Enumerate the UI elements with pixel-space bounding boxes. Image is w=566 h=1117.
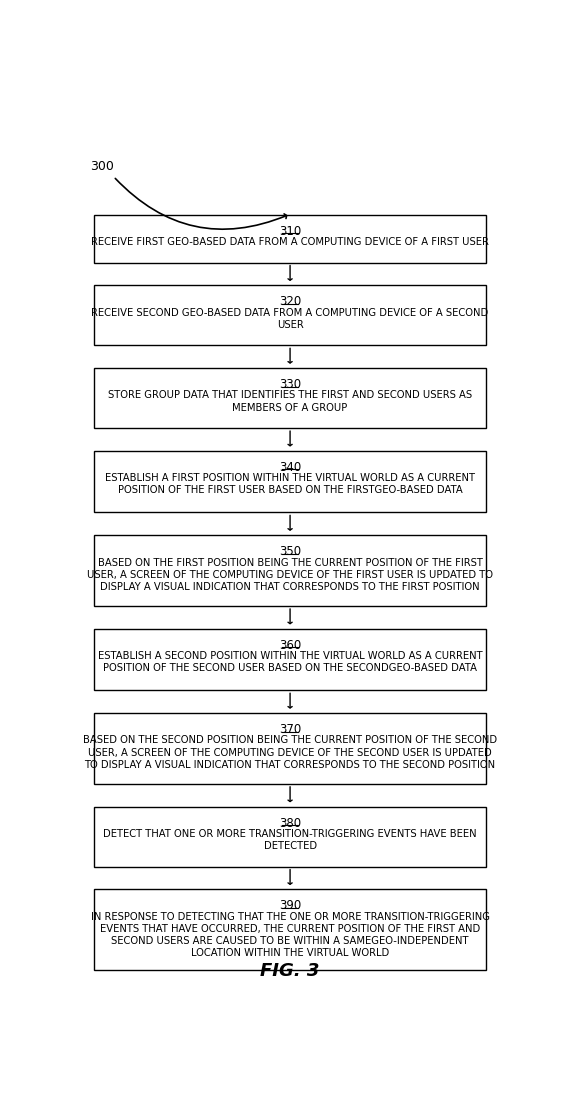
Bar xyxy=(94,369,486,428)
Text: 300: 300 xyxy=(90,160,114,172)
Bar xyxy=(94,285,486,345)
Text: USER, A SCREEN OF THE COMPUTING DEVICE OF THE SECOND USER IS UPDATED: USER, A SCREEN OF THE COMPUTING DEVICE O… xyxy=(88,747,492,757)
Text: BASED ON THE FIRST POSITION BEING THE CURRENT POSITION OF THE FIRST: BASED ON THE FIRST POSITION BEING THE CU… xyxy=(98,557,482,567)
Bar xyxy=(94,451,486,513)
Text: LOCATION WITHIN THE VIRTUAL WORLD: LOCATION WITHIN THE VIRTUAL WORLD xyxy=(191,948,389,958)
Text: 330: 330 xyxy=(279,379,301,391)
Text: POSITION OF THE SECOND USER BASED ON THE SECONDGEO-BASED DATA: POSITION OF THE SECOND USER BASED ON THE… xyxy=(103,663,477,674)
Text: STORE GROUP DATA THAT IDENTIFIES THE FIRST AND SECOND USERS AS: STORE GROUP DATA THAT IDENTIFIES THE FIR… xyxy=(108,391,472,401)
Text: 360: 360 xyxy=(279,639,301,652)
Text: TO DISPLAY A VISUAL INDICATION THAT CORRESPONDS TO THE SECOND POSITION: TO DISPLAY A VISUAL INDICATION THAT CORR… xyxy=(84,760,496,770)
Text: IN RESPONSE TO DETECTING THAT THE ONE OR MORE TRANSITION-TRIGGERING: IN RESPONSE TO DETECTING THAT THE ONE OR… xyxy=(91,911,490,922)
Text: DETECTED: DETECTED xyxy=(264,841,316,851)
Text: ESTABLISH A SECOND POSITION WITHIN THE VIRTUAL WORLD AS A CURRENT: ESTABLISH A SECOND POSITION WITHIN THE V… xyxy=(98,651,482,661)
Bar xyxy=(94,535,486,607)
Text: 320: 320 xyxy=(279,295,301,308)
Text: FIG. 3: FIG. 3 xyxy=(260,962,320,980)
Text: POSITION OF THE FIRST USER BASED ON THE FIRSTGEO-BASED DATA: POSITION OF THE FIRST USER BASED ON THE … xyxy=(118,486,462,496)
Bar xyxy=(94,713,486,784)
Text: EVENTS THAT HAVE OCCURRED, THE CURRENT POSITION OF THE FIRST AND: EVENTS THAT HAVE OCCURRED, THE CURRENT P… xyxy=(100,924,480,934)
Text: SECOND USERS ARE CAUSED TO BE WITHIN A SAMEGEO-INDEPENDENT: SECOND USERS ARE CAUSED TO BE WITHIN A S… xyxy=(112,936,469,946)
Text: USER: USER xyxy=(277,319,303,330)
Text: DETECT THAT ONE OR MORE TRANSITION-TRIGGERING EVENTS HAVE BEEN: DETECT THAT ONE OR MORE TRANSITION-TRIGG… xyxy=(103,829,477,839)
Bar xyxy=(94,806,486,867)
Text: 310: 310 xyxy=(279,225,301,238)
Text: 340: 340 xyxy=(279,461,301,474)
Text: MEMBERS OF A GROUP: MEMBERS OF A GROUP xyxy=(233,402,348,412)
Text: RECEIVE FIRST GEO-BASED DATA FROM A COMPUTING DEVICE OF A FIRST USER: RECEIVE FIRST GEO-BASED DATA FROM A COMP… xyxy=(91,237,489,247)
Text: DISPLAY A VISUAL INDICATION THAT CORRESPONDS TO THE FIRST POSITION: DISPLAY A VISUAL INDICATION THAT CORRESP… xyxy=(100,582,480,592)
Bar xyxy=(94,889,486,971)
Text: 390: 390 xyxy=(279,899,301,913)
Text: ESTABLISH A FIRST POSITION WITHIN THE VIRTUAL WORLD AS A CURRENT: ESTABLISH A FIRST POSITION WITHIN THE VI… xyxy=(105,474,475,484)
Text: USER, A SCREEN OF THE COMPUTING DEVICE OF THE FIRST USER IS UPDATED TO: USER, A SCREEN OF THE COMPUTING DEVICE O… xyxy=(87,570,493,580)
Text: 380: 380 xyxy=(279,817,301,830)
Bar xyxy=(94,629,486,690)
Text: RECEIVE SECOND GEO-BASED DATA FROM A COMPUTING DEVICE OF A SECOND: RECEIVE SECOND GEO-BASED DATA FROM A COM… xyxy=(92,307,488,317)
Text: 370: 370 xyxy=(279,723,301,736)
Bar xyxy=(94,214,486,262)
Text: 350: 350 xyxy=(279,545,301,558)
Text: BASED ON THE SECOND POSITION BEING THE CURRENT POSITION OF THE SECOND: BASED ON THE SECOND POSITION BEING THE C… xyxy=(83,735,497,745)
